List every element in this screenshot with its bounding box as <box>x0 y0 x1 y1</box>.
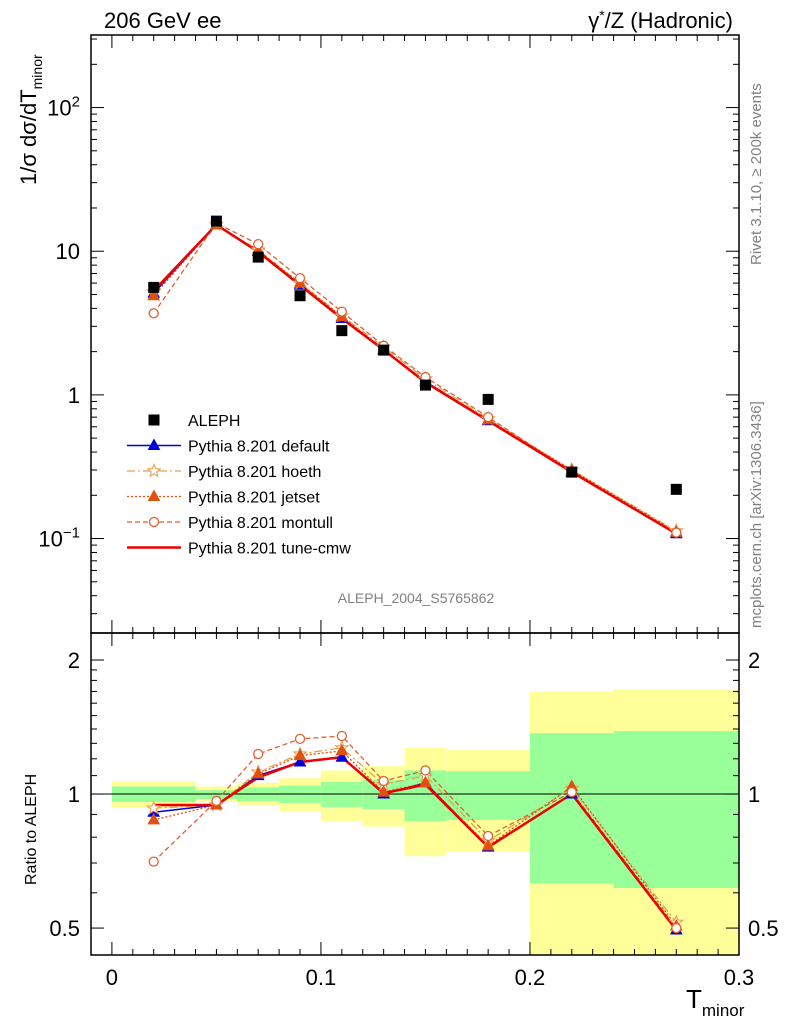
ratio-point-montull <box>420 765 431 776</box>
x-tick-label: 0 <box>106 965 118 990</box>
main-point-montull <box>483 411 494 423</box>
main-ytick-label: 1 <box>68 383 80 408</box>
data-point <box>566 466 578 478</box>
main-ylabel: 1/σ dσ/dTminor <box>16 54 45 185</box>
ratio-ytick-label-left: 0.5 <box>49 916 80 941</box>
ratio-point-montull <box>211 795 222 807</box>
ratio-point-default <box>293 755 307 767</box>
data-point <box>482 393 494 405</box>
ratio-panel: 0 0.1 0.2 0.3 0.5 0.5 1 1 2 2 <box>49 632 779 990</box>
ratio-point-montull <box>253 748 264 760</box>
x-axis-label: Tminor <box>686 984 745 1020</box>
legend-entry-data: ALEPH <box>148 413 240 430</box>
legend-label-jetset: Pythia 8.201 jetset <box>188 490 320 507</box>
ratio-point-montull <box>148 856 159 867</box>
ratio-point-default <box>335 750 349 762</box>
legend-marker-hoeth <box>146 462 162 478</box>
main-point-montull <box>148 308 159 319</box>
legend-label-tune_cmw: Pythia 8.201 tune-cmw <box>188 541 351 558</box>
ratio-point-montull <box>671 922 682 934</box>
rivet-label: Rivet 3.1.10, ≥ 200k events <box>748 83 765 265</box>
main-panel: 10−1 1 10 102 <box>38 34 740 634</box>
ratio-ytick-label-left: 1 <box>68 782 80 807</box>
legend-label-hoeth: Pythia 8.201 hoeth <box>188 464 321 481</box>
x-tick-label: 0.1 <box>306 965 337 990</box>
legend-label-default: Pythia 8.201 default <box>188 439 330 456</box>
legend-label-data: ALEPH <box>188 413 240 430</box>
main-line-jetset <box>153 223 677 533</box>
data-point <box>670 483 682 495</box>
legend-entry-default: Pythia 8.201 default <box>127 438 330 456</box>
main-ytick-label: 102 <box>47 94 80 121</box>
legend-marker-data <box>148 414 160 426</box>
ratio-line-jetset <box>153 750 677 927</box>
uncertainty-band-inner <box>529 733 614 884</box>
data-point <box>378 344 390 356</box>
legend-entry-tune_cmw: Pythia 8.201 tune-cmw <box>127 541 351 558</box>
ratio-point-montull <box>483 830 494 842</box>
ratio-point-montull <box>378 775 389 787</box>
legend-marker-default <box>147 438 161 450</box>
ratio-point-jetset <box>335 743 349 756</box>
main-point-jetset <box>147 288 161 301</box>
main-point-montull <box>671 527 682 538</box>
main-line-montull <box>153 222 677 534</box>
ratio-point-jetset <box>419 775 432 788</box>
x-tick-label: 0.3 <box>724 965 755 990</box>
data-point <box>148 281 160 293</box>
main-line-tune_cmw <box>152 223 677 535</box>
legend-entry-jetset: Pythia 8.201 jetset <box>127 489 320 507</box>
uncertainty-band-inner <box>613 731 739 889</box>
analysis-id: ALEPH_2004_S5765862 <box>338 590 495 606</box>
ratio-point-jetset <box>147 812 161 825</box>
ratio-point-montull <box>294 733 306 745</box>
ratio-ytick-label-right: 1 <box>748 782 760 807</box>
main-ytick-label: 10 <box>56 239 80 264</box>
ratio-ytick-label-left: 2 <box>68 648 80 673</box>
ratio-line-hoeth <box>153 747 677 923</box>
ratio-ylabel: Ratio to ALEPH <box>23 774 40 885</box>
data-point <box>294 290 306 302</box>
legend: ALEPH Pythia 8.201 default Pythia 8.201 ho… <box>127 413 351 558</box>
legend-marker-jetset <box>147 489 161 501</box>
process-label: γ*/Z (Hadronic) <box>588 7 733 33</box>
legend-marker-montull <box>148 516 160 528</box>
main-point-montull <box>294 272 306 284</box>
data-point <box>210 215 222 227</box>
uncertainty-band-inner <box>195 790 238 799</box>
data-point <box>336 325 348 337</box>
legend-entry-hoeth: Pythia 8.201 hoeth <box>127 462 321 481</box>
ratio-point-hoeth <box>146 800 162 815</box>
ratio-ytick-label-right: 2 <box>748 648 760 673</box>
main-point-montull <box>336 306 347 317</box>
ratio-line-montull <box>153 735 677 929</box>
ratio-ytick-label-right: 0.5 <box>748 916 779 941</box>
legend-label-montull: Pythia 8.201 montull <box>188 515 333 532</box>
ratio-point-jetset <box>377 785 390 797</box>
main-point-montull <box>253 239 264 250</box>
x-tick-label: 0.2 <box>515 965 546 990</box>
ratio-point-montull <box>336 730 347 742</box>
data-point <box>419 379 431 391</box>
ratio-line-tune_cmw <box>153 755 678 931</box>
data-point <box>252 251 264 263</box>
mcplots-label: mcplots.cern.ch [arXiv:1306.3436] <box>748 401 765 628</box>
ratio-point-jetset <box>251 766 265 779</box>
ratio-point-montull <box>566 786 577 798</box>
ratio-point-jetset <box>293 748 307 761</box>
main-ytick-label: 10−1 <box>38 525 80 552</box>
legend-entry-montull: Pythia 8.201 montull <box>127 515 333 532</box>
ratio-point-jetset <box>481 838 495 851</box>
energy-label: 206 GeV ee <box>104 8 221 33</box>
uncertainty-band-inner <box>446 771 530 820</box>
